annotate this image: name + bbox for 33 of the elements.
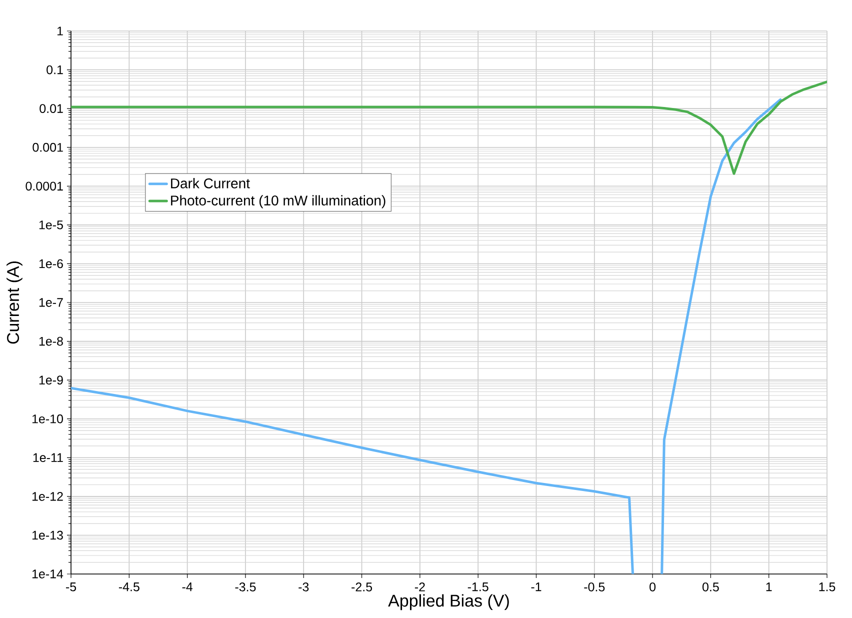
x-tick-label: 1.5 (819, 582, 836, 592)
legend-label: Photo-current (10 mW illumination) (171, 195, 386, 208)
x-tick-label: 1 (766, 582, 772, 592)
y-tick-label: 1e-8 (39, 336, 63, 346)
y-tick-label: 1 (57, 26, 63, 36)
y-tick-label: 1e-6 (39, 259, 63, 268)
x-tick-label: -0.5 (584, 582, 605, 592)
x-tick-label: -3 (298, 582, 309, 592)
x-tick-label: -3.5 (235, 582, 256, 592)
x-tick-label: 0.5 (702, 582, 719, 592)
y-tick-label: 1e-13 (32, 530, 63, 540)
y-tick-label: 1e-11 (33, 453, 63, 462)
x-tick-label: -4 (182, 582, 192, 592)
y-tick-label: 1e-12 (32, 492, 63, 501)
y-tick-label: 0.001 (32, 142, 63, 152)
x-tick-label: -1.5 (468, 582, 488, 592)
x-tick-label: -2 (414, 582, 425, 592)
y-tick-label: 1e-5 (39, 220, 63, 230)
x-tick-label: -4.5 (118, 582, 140, 592)
x-tick-label: -5 (66, 582, 76, 592)
y-tick-label: 1e-14 (32, 570, 64, 578)
x-tick-label: -1 (531, 582, 542, 592)
x-tick-label: 0 (650, 582, 656, 592)
x-tick-label: -2.5 (352, 582, 372, 592)
legend-label: Dark Current (171, 178, 250, 188)
y-tick-label: 0.1 (46, 65, 63, 74)
y-tick-label: 1e-7 (39, 298, 63, 307)
y-tick-label: 0.01 (40, 104, 63, 113)
y-tick-label: 1e-10 (32, 414, 63, 424)
y-tick-label: 1e-9 (39, 376, 63, 385)
x-axis-title: Applied Bias (V) (388, 594, 509, 610)
y-axis-title: Current (A) (6, 262, 22, 344)
y-tick-label: 0.0001 (26, 182, 63, 191)
